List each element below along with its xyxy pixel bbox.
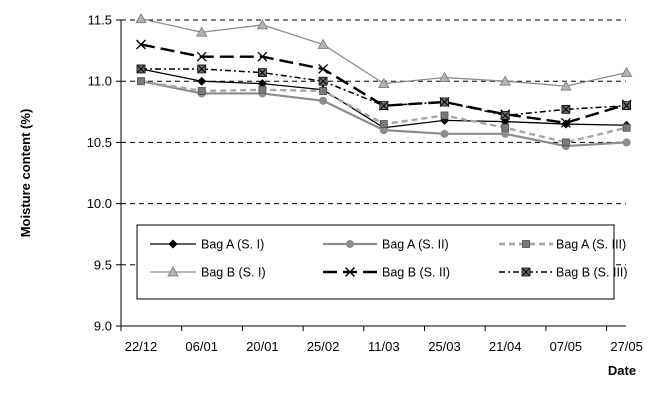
data-point: [257, 51, 268, 62]
legend-item: Bag B (S. II): [323, 266, 450, 280]
data-point: [135, 12, 147, 24]
data-point: [319, 96, 328, 105]
x-axis-title: Date: [608, 363, 636, 378]
data-point: [561, 104, 571, 114]
series-line: [140, 43, 627, 125]
data-point: [197, 64, 207, 74]
legend-label: Bag B (S. I): [201, 266, 266, 280]
x-tick-label: 22/12: [125, 339, 158, 354]
data-point: [136, 64, 146, 74]
x-tick-label: 07/05: [550, 339, 583, 354]
data-point: [500, 111, 510, 120]
data-point: [196, 26, 208, 37]
x-tick-label: 20/01: [246, 339, 279, 354]
axes: [116, 19, 626, 331]
data-point: [197, 76, 207, 86]
legend-label: Bag A (S. II): [382, 238, 449, 252]
legend-marker: [522, 240, 530, 248]
x-tick-labels: 22/12 06/01 20/01 25/02 11/03 25/03 21/04 07/05…: [125, 339, 643, 354]
data-point: [499, 75, 511, 86]
series-2: [137, 77, 631, 151]
data-point: [440, 111, 449, 120]
x-tick-label: 11/03: [368, 339, 400, 354]
series-lines: [135, 12, 633, 151]
legend-label: Bag A (S. I): [201, 238, 264, 252]
data-point: [317, 38, 329, 49]
y-tick-label: 10.0: [87, 196, 112, 211]
x-tick-label: 06/01: [185, 339, 218, 354]
legend-label: Bag B (S. II): [382, 266, 450, 280]
series-6: [136, 64, 631, 120]
legend-item: Bag B (S. III): [499, 266, 628, 280]
data-point: [438, 71, 451, 82]
data-point: [379, 126, 388, 135]
series-line: [140, 18, 627, 87]
series-3: [137, 77, 631, 147]
x-tick-label: 27/05: [610, 339, 643, 354]
data-point: [258, 85, 267, 94]
y-tick-label: 11.5: [88, 13, 112, 28]
data-point: [379, 101, 389, 111]
legend-marker: [345, 267, 355, 277]
y-tick-label: 11.0: [88, 74, 112, 89]
data-point: [197, 87, 206, 95]
x-tick-label: 25/02: [307, 339, 340, 354]
y-tick-label: 9.0: [94, 319, 112, 334]
legend-item: Bag A (S. I): [150, 238, 264, 252]
y-axis-title: Moisture content (%): [18, 109, 33, 238]
legend-item: Bag A (S. II): [323, 238, 449, 252]
data-point: [379, 120, 388, 128]
data-point: [196, 51, 207, 62]
y-tick-labels: 9.0 9.5 10.0 10.5 11.0 11.5: [87, 13, 112, 334]
legend-item: Bag B (S. I): [150, 266, 266, 280]
data-point: [560, 117, 571, 128]
legend-marker: [346, 240, 354, 248]
data-point: [318, 64, 329, 74]
data-point: [319, 87, 328, 95]
x-tick-label: 25/03: [428, 339, 461, 354]
data-point: [620, 66, 633, 78]
legend-marker: [168, 239, 178, 249]
legend-marker: [521, 267, 531, 277]
series-4: [135, 12, 633, 91]
data-point: [137, 77, 145, 86]
data-point: [501, 129, 510, 138]
data-point: [501, 123, 510, 132]
legend: Bag A (S. I) Bag A (S. II) Bag A (S. III) B…: [136, 224, 628, 300]
legend-item: Bag A (S. III): [499, 238, 626, 252]
data-point: [136, 39, 146, 50]
y-tick-label: 9.5: [94, 257, 112, 272]
data-point: [378, 77, 390, 89]
series-line: [140, 68, 627, 129]
data-point: [622, 123, 631, 132]
data-point: [440, 129, 449, 138]
data-point: [256, 19, 269, 30]
data-point: [560, 80, 572, 91]
y-tick-label: 10.5: [87, 135, 112, 150]
data-point: [622, 138, 631, 147]
legend-marker: [167, 266, 179, 277]
data-point: [440, 97, 449, 107]
data-point: [318, 76, 328, 86]
legend-box: [136, 224, 615, 300]
data-point: [622, 101, 631, 111]
data-point: [257, 68, 267, 78]
legend-label: Bag B (S. III): [556, 266, 628, 280]
legend-label: Bag A (S. III): [556, 238, 626, 252]
data-point: [562, 138, 570, 147]
x-tick-label: 21/04: [489, 339, 522, 354]
